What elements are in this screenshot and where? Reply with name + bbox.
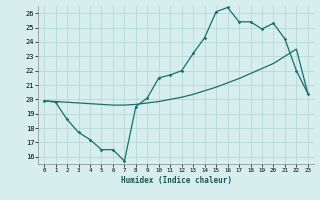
X-axis label: Humidex (Indice chaleur): Humidex (Indice chaleur)	[121, 176, 231, 185]
